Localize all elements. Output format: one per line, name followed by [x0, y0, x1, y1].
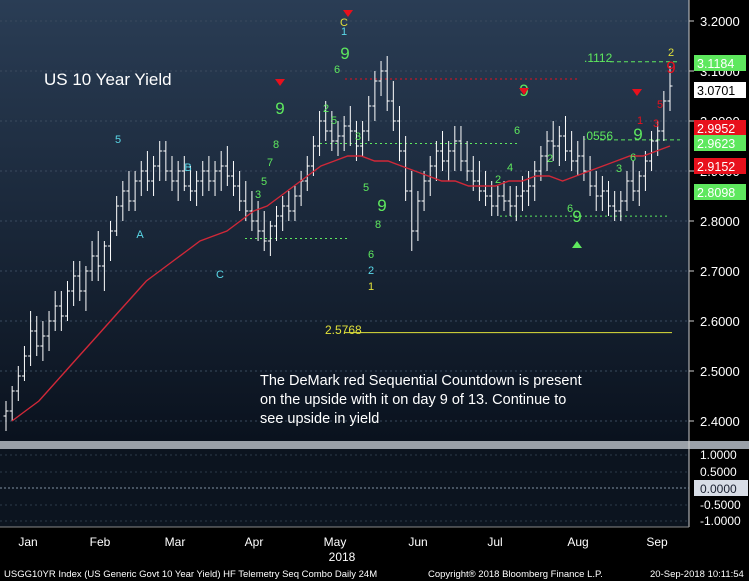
lower-y-tick-label: -0.5000	[700, 498, 741, 512]
x-tick-label: Mar	[165, 535, 186, 549]
chart-title: US 10 Year Yield	[44, 70, 172, 89]
demark-count-marker: 9	[340, 44, 349, 63]
demark-count-marker: 1	[368, 281, 374, 293]
demark-count-marker: 3	[616, 163, 622, 175]
y-tick-label: 2.4000	[700, 414, 740, 429]
price-label: 2.9952	[697, 122, 735, 136]
demark-count-marker: 1	[341, 26, 347, 38]
footer-timestamp: 20-Sep-2018 10:11:54	[650, 569, 744, 580]
price-label: 3.0701	[697, 84, 735, 98]
demark-count-marker: 9	[572, 207, 581, 226]
price-label: 3.1184	[697, 57, 734, 71]
level-label: 2.5768	[325, 323, 362, 337]
price-label-box	[694, 82, 746, 98]
demark-count-marker: 3	[255, 189, 261, 201]
sell-arrow-icon	[632, 89, 642, 96]
y-tick-label: 3.2000	[700, 14, 740, 29]
price-label: 2.8098	[697, 186, 735, 200]
x-tick-label: Jan	[18, 535, 37, 549]
demark-count-marker: 2	[495, 174, 501, 186]
x-tick-label: Jul	[487, 535, 502, 549]
lower-y-tick-label: -1.0000	[700, 514, 741, 528]
chart-annotation: The DeMark red Sequential Countdown is p…	[260, 373, 582, 427]
price-label-box	[694, 158, 746, 174]
sell-arrow-icon	[519, 88, 529, 95]
y-tick-label: 2.8000	[700, 214, 740, 229]
price-label-box	[694, 55, 746, 71]
demark-count-marker: C	[216, 269, 224, 281]
demark-count-marker: A	[136, 229, 144, 241]
x-tick-label: May	[324, 535, 347, 549]
demark-count-marker: 3	[355, 131, 361, 143]
demark-count-marker: 9	[377, 196, 386, 215]
demark-count-marker: 9	[633, 125, 642, 144]
price-label: 2.9152	[697, 160, 735, 174]
demark-count-marker: B	[184, 162, 191, 174]
demark-count-marker: 8	[273, 139, 279, 151]
demark-count-marker: 2	[368, 265, 374, 277]
x-tick-label: Jun	[408, 535, 427, 549]
demark-count-marker: 6	[368, 249, 374, 261]
footer-source: USGG10YR Index (US Generic Govt 10 Year …	[4, 569, 377, 580]
moving-average-line	[11, 145, 671, 422]
demark-count-marker: 9	[666, 58, 675, 77]
x-tick-label: Feb	[90, 535, 111, 549]
price-label-box	[694, 120, 746, 136]
zero-label-bg	[694, 480, 748, 496]
panel-separator	[0, 441, 749, 449]
y-tick-label: 2.5000	[700, 364, 740, 379]
price-label-box	[694, 184, 746, 200]
demark-count-marker: 8	[375, 219, 381, 231]
demark-count-marker: 3	[653, 118, 659, 130]
sell-arrow-icon	[275, 79, 285, 86]
demark-count-marker: 5	[331, 115, 337, 127]
demark-count-marker: 6	[334, 64, 340, 76]
price-label-box	[694, 135, 746, 151]
demark-count-marker: 6	[514, 125, 520, 137]
demark-count-marker: 7	[267, 157, 273, 169]
sell-arrow-icon	[343, 10, 353, 17]
demark-count-marker: 4	[507, 162, 513, 174]
footer-copyright: Copyright® 2018 Bloomberg Finance L.P.	[428, 569, 603, 580]
demark-count-marker: 2	[323, 103, 329, 115]
level-label: .0556	[583, 129, 613, 143]
demark-count-marker: 5	[261, 176, 267, 188]
lower-y-tick-label: 1.0000	[700, 448, 737, 462]
x-tick-label: Aug	[567, 535, 588, 549]
level-label: .1112	[584, 51, 613, 65]
demark-count-marker: 2	[668, 47, 674, 59]
lower-y-tick-label: 0.5000	[700, 465, 737, 479]
demark-count-marker: 5	[657, 99, 663, 111]
buy-arrow-icon	[572, 241, 582, 248]
demark-count-marker: 9	[275, 99, 284, 118]
demark-count-marker: 5	[363, 182, 369, 194]
y-tick-label: 2.7000	[700, 264, 740, 279]
demark-count-marker: 5	[115, 134, 121, 146]
zero-label: 0.0000	[700, 482, 737, 496]
x-tick-label: Sep	[646, 535, 668, 549]
demark-count-marker: C	[340, 17, 348, 29]
price-label: 2.9623	[697, 137, 735, 151]
demark-count-marker: 6	[630, 152, 636, 164]
demark-count-marker: 1	[637, 115, 643, 127]
x-tick-label: Apr	[245, 535, 264, 549]
x-year-label: 2018	[329, 550, 356, 564]
demark-count-marker: 2	[547, 153, 553, 165]
main-panel-bg	[0, 0, 689, 441]
demark-count-marker: 6	[567, 203, 573, 215]
y-tick-label: 2.6000	[700, 314, 740, 329]
